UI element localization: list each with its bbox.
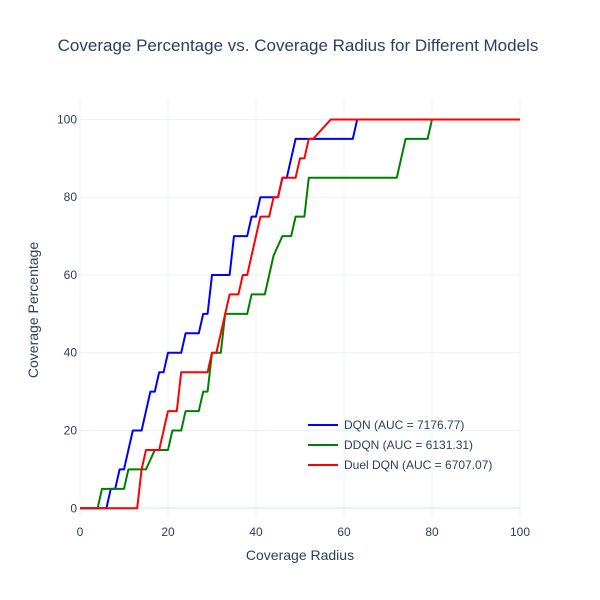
y-tick-label: 20 xyxy=(64,424,78,438)
y-tick-label: 40 xyxy=(64,346,78,360)
legend-item-2[interactable]: DDQN (AUC = 6131.31) xyxy=(308,438,473,452)
x-tick-label: 60 xyxy=(337,525,351,539)
series-line-3[interactable] xyxy=(80,118,520,510)
x-tick-label: 100 xyxy=(510,525,530,539)
legend-label: DQN (AUC = 7176.77) xyxy=(344,418,464,432)
y-tick-label: 100 xyxy=(57,112,77,126)
y-axis-title: Coverage Percentage xyxy=(25,242,41,378)
x-tick-label: 0 xyxy=(77,525,84,539)
chart-title: Coverage Percentage vs. Coverage Radius … xyxy=(58,36,539,55)
legend-label: DDQN (AUC = 6131.31) xyxy=(344,438,473,452)
legend-label: Duel DQN (AUC = 6707.07) xyxy=(344,458,492,472)
y-tick-label: 80 xyxy=(64,190,78,204)
x-tick-label: 80 xyxy=(425,525,439,539)
x-axis-title: Coverage Radius xyxy=(246,547,354,563)
legend-item-1[interactable]: DQN (AUC = 7176.77) xyxy=(308,418,464,432)
y-tick-label: 60 xyxy=(64,268,78,282)
grid xyxy=(79,100,521,518)
x-tick-label: 40 xyxy=(249,525,263,539)
series-line-1[interactable] xyxy=(80,118,520,510)
x-tick-label: 20 xyxy=(161,525,175,539)
series-layer xyxy=(80,118,520,510)
axes: 0 20 40 60 80 100 0 20 40 60 80 100 xyxy=(57,112,530,539)
legend-item-3[interactable]: Duel DQN (AUC = 6707.07) xyxy=(308,458,492,472)
y-tick-label: 0 xyxy=(70,501,77,515)
legend[interactable]: DQN (AUC = 7176.77) DDQN (AUC = 6131.31) D… xyxy=(308,418,492,472)
